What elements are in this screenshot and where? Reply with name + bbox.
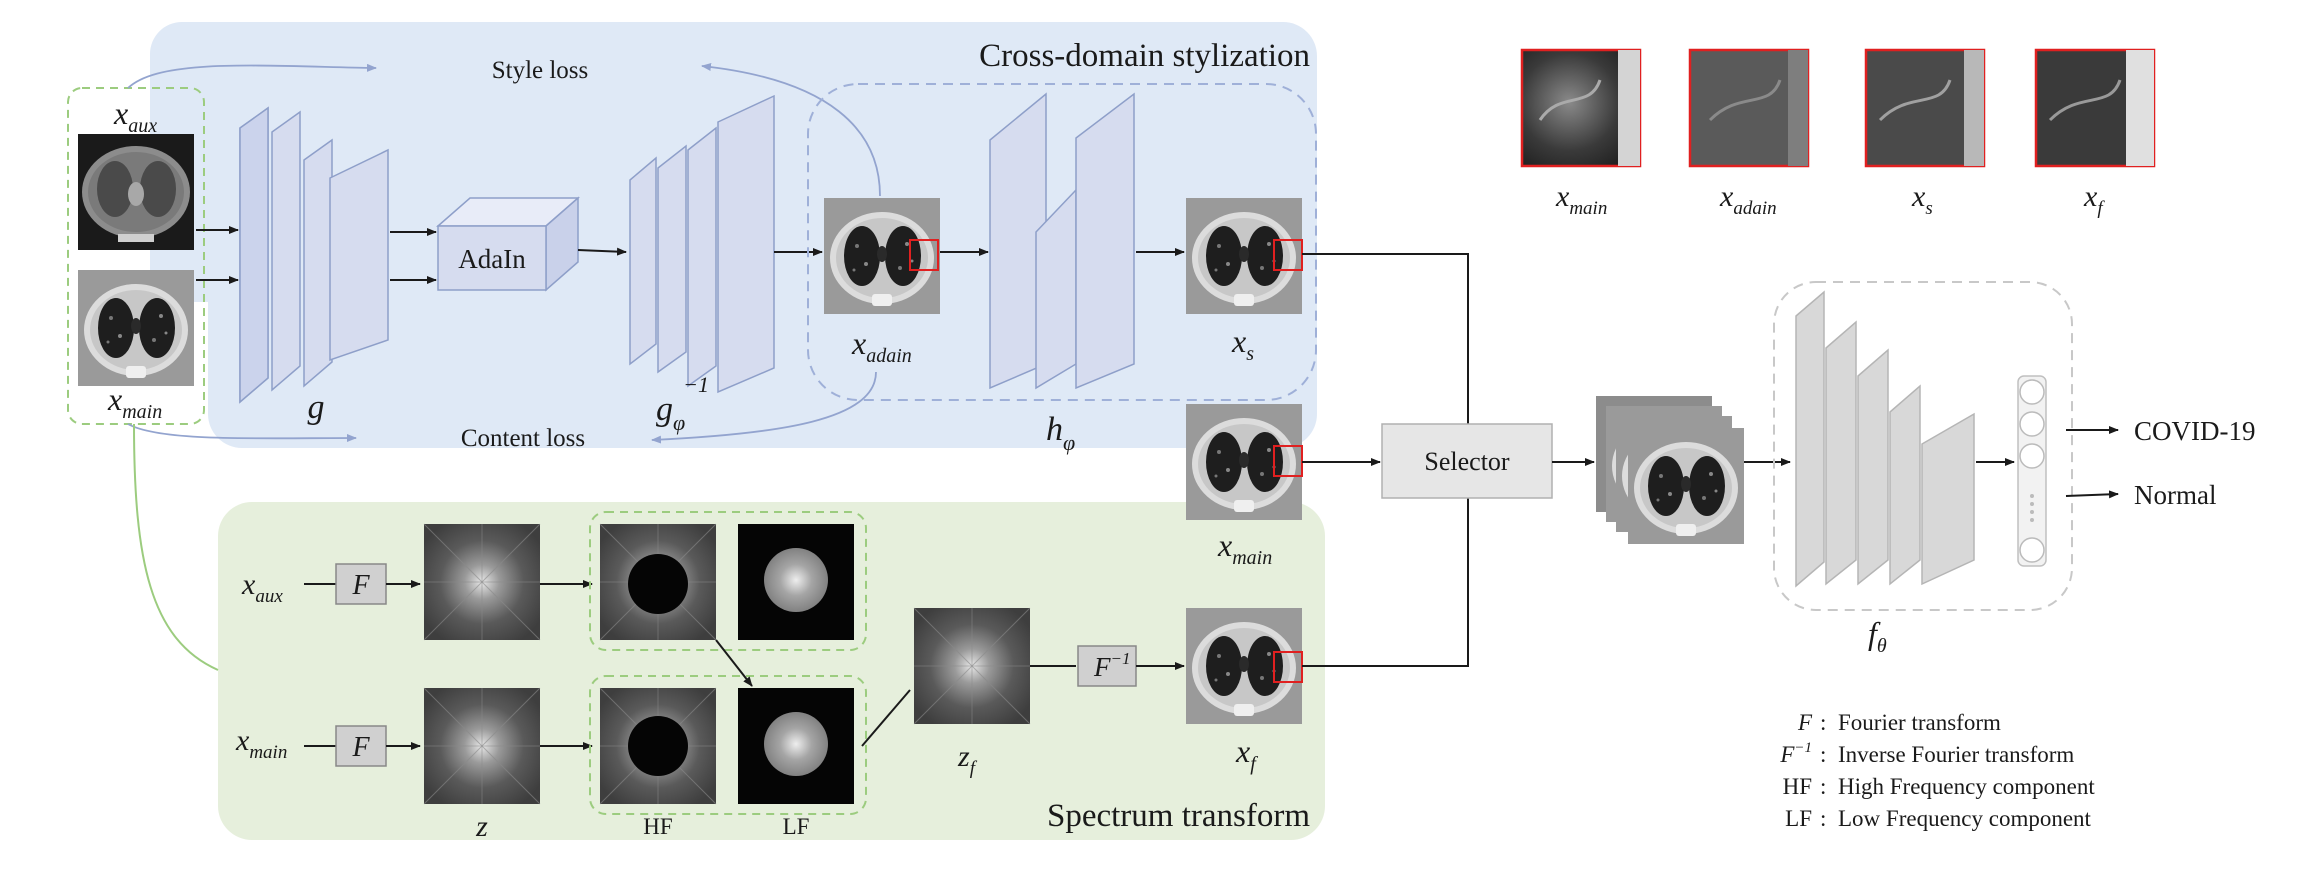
fourier-block-main: F (335, 725, 387, 767)
main-lf-image (738, 688, 854, 804)
legend-desc-f: Fourier transform (1838, 710, 2001, 735)
crop-x-f-label: xf (2083, 180, 2105, 219)
legend-desc-hf: High Frequency component (1838, 774, 2095, 799)
x-f-image (1186, 608, 1302, 724)
network-h-phi (989, 92, 1135, 390)
input-x-aux-label: xaux (113, 95, 157, 137)
legend: F : Fourier transform F−1 : Inverse Four… (1779, 710, 2095, 831)
legend-colon-3: : (1820, 774, 1826, 799)
x-main-mid-image (1186, 404, 1302, 520)
aux-hf-lf-group (589, 511, 867, 651)
legend-colon-2: : (1820, 742, 1826, 767)
x-adain-image (824, 198, 940, 314)
h-phi-group-box (807, 83, 1317, 401)
x-aux-ct-image (78, 134, 194, 250)
svg-text:F: F (351, 570, 370, 601)
spec-x-aux-label: xaux (241, 568, 283, 607)
z-f-label: zf (957, 740, 978, 779)
legend-symbol-f: F (1797, 710, 1813, 735)
x-f-label: xf (1235, 733, 1258, 775)
selector-block: Selector (1381, 423, 1553, 499)
input-x-main-label: xmain (107, 381, 162, 423)
legend-symbol-finv: F−1 (1779, 740, 1812, 767)
cross-domain-title: Cross-domain stylization (979, 38, 1310, 74)
z-label: z (475, 810, 488, 843)
decoder-g-inv (629, 94, 775, 394)
crop-x-s-label: xs (1911, 180, 1933, 219)
f-theta-label: fθ (1868, 615, 1887, 657)
legend-symbol-hf: HF (1783, 774, 1812, 799)
legend-colon-1: : (1820, 710, 1826, 735)
main-hf-lf-group (589, 675, 867, 815)
svg-text:F: F (351, 732, 370, 763)
classifier-f-theta (1795, 290, 1975, 588)
output-normal-label: Normal (2134, 480, 2216, 510)
crop-x-adain-label: xadain (1719, 180, 1777, 219)
adain-block: AdaIn (436, 196, 580, 292)
x-main-ct-image (78, 270, 194, 386)
selected-image-stack (1596, 396, 1744, 544)
x-adain-label: xadain (851, 325, 912, 367)
x-adain-crop-box (909, 239, 939, 271)
spectrum-aux-image (423, 523, 541, 641)
h-phi-label: hφ (1046, 411, 1075, 455)
spec-x-main-label: xmain (235, 724, 287, 763)
classifier-group-box (1773, 281, 2073, 611)
input-group-box (67, 87, 205, 425)
output-neurons (2017, 375, 2047, 567)
crop-x-main (1520, 48, 1642, 168)
crop-x-adain (1688, 48, 1810, 168)
aux-hf-image (599, 523, 717, 641)
legend-desc-finv: Inverse Fourier transform (1838, 742, 2074, 767)
svg-text:F−1: F−1 (1093, 649, 1130, 682)
x-s-image (1186, 198, 1302, 314)
legend-desc-lf: Low Frequency component (1838, 806, 2092, 831)
z-f-image (913, 607, 1031, 725)
legend-colon-4: : (1820, 806, 1826, 831)
output-covid-label: COVID-19 (2134, 416, 2256, 446)
x-main-mid-label: xmain (1217, 527, 1272, 569)
x-s-label: xs (1231, 323, 1254, 365)
main-hf-image (599, 687, 717, 805)
hf-label: HF (643, 814, 672, 839)
spectrum-z-image (423, 687, 541, 805)
adain-label: AdaIn (458, 244, 526, 274)
encoder-g-label: g (308, 389, 325, 426)
content-loss-label: Content loss (461, 425, 585, 452)
legend-symbol-lf: LF (1785, 806, 1812, 831)
encoder-g (239, 106, 389, 404)
crop-x-s (1864, 48, 1986, 168)
inverse-fourier-block: F−1 (1077, 645, 1137, 687)
selector-label: Selector (1424, 447, 1510, 476)
lf-label: LF (783, 814, 810, 839)
decoder-g-inv-label: gφ−1 (656, 372, 709, 435)
crop-x-f (2034, 48, 2156, 168)
style-loss-label: Style loss (492, 57, 589, 84)
spectrum-title: Spectrum transform (1047, 798, 1310, 834)
crop-x-main-label: xmain (1555, 180, 1607, 219)
aux-lf-image (738, 524, 854, 640)
fourier-block-aux: F (335, 563, 387, 605)
